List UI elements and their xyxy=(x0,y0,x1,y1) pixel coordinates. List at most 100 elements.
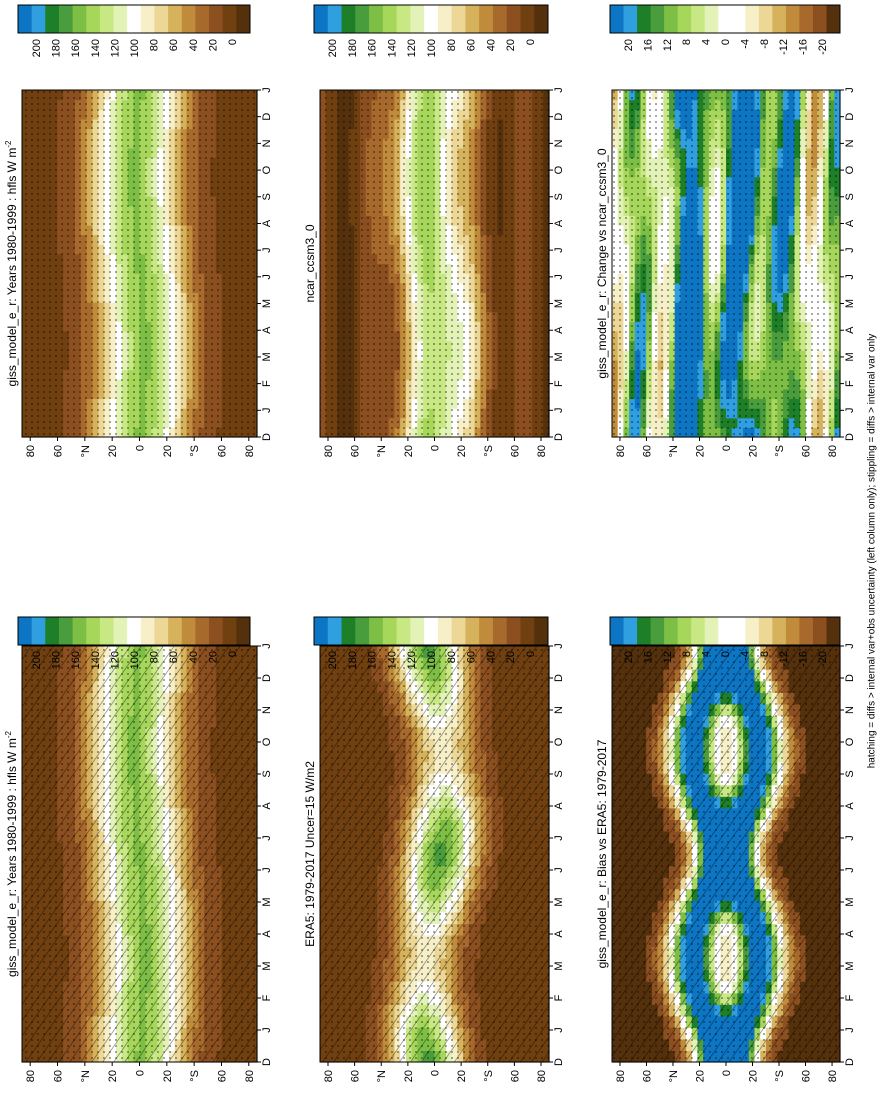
colorbar-swatch xyxy=(113,617,128,645)
colorbar-swatch xyxy=(623,617,638,645)
colorbar-swatch xyxy=(758,617,773,645)
month-tick-label: A xyxy=(844,930,856,938)
colorbar-swatch xyxy=(127,617,142,645)
colorbar-label: 40 xyxy=(188,651,200,663)
panel-title: giss_model_e_r: Years 1980-1999 : hfls W… xyxy=(4,730,19,976)
colorbar-swatch xyxy=(479,617,494,645)
lat-tick-label: 20 xyxy=(748,1070,760,1082)
colorbar-swatch xyxy=(534,617,549,645)
colorbar-swatch xyxy=(772,617,787,645)
month-tick-label: J xyxy=(553,643,565,649)
colorbar-swatch xyxy=(72,617,87,645)
month-tick-label: M xyxy=(553,961,565,970)
month-tick-label: A xyxy=(844,802,856,810)
month-tick-label: D xyxy=(844,1058,856,1066)
month-tick-label: S xyxy=(844,770,856,777)
colorbar-swatch xyxy=(222,617,237,645)
month-tick-label: J xyxy=(261,643,273,649)
colorbar-swatch xyxy=(424,617,439,645)
colorbar-swatch xyxy=(140,617,155,645)
colorbar-swatch xyxy=(520,617,535,645)
month-tick-label: A xyxy=(261,802,273,810)
stippling-overlay xyxy=(320,646,549,1062)
colorbar-label: 200 xyxy=(327,651,339,669)
lat-tick-label: 80 xyxy=(827,1070,839,1082)
colorbar-swatch xyxy=(341,617,356,645)
colorbar-swatch xyxy=(18,617,33,645)
colorbar-swatch xyxy=(58,617,74,645)
colorbar-swatch xyxy=(677,617,692,645)
colorbar-label: 160 xyxy=(70,651,82,669)
month-tick-label: F xyxy=(553,994,565,1001)
month-tick-label: J xyxy=(844,1027,856,1033)
colorbar-label: -4 xyxy=(739,651,751,661)
colorbar-swatch xyxy=(209,617,224,645)
month-tick-label: O xyxy=(261,737,273,746)
month-tick-label: M xyxy=(844,961,856,970)
colorbar-swatch xyxy=(154,617,169,645)
lat-tick-label: 20 xyxy=(107,1070,119,1082)
stippling-overlay xyxy=(612,646,840,1062)
colorbar-swatch xyxy=(731,617,746,645)
month-tick-label: J xyxy=(261,835,273,841)
colorbar-swatch xyxy=(396,617,411,645)
lat-tick-label: 20 xyxy=(694,1070,706,1082)
lat-tick-label: 60 xyxy=(216,1070,228,1082)
month-tick-label: J xyxy=(553,1027,565,1033)
stippling-overlay xyxy=(22,646,257,1062)
lat-tick-label: 60 xyxy=(350,1070,362,1082)
colorbar-swatch xyxy=(410,617,425,645)
lat-tick-label: 0 xyxy=(721,1070,733,1076)
colorbar-swatch xyxy=(168,617,183,645)
month-tick-label: M xyxy=(844,897,856,906)
month-tick-label: J xyxy=(844,835,856,841)
colorbar-label: 16 xyxy=(642,651,654,663)
month-tick-label: S xyxy=(553,770,565,777)
lat-tick-label: °S xyxy=(483,1070,495,1082)
month-tick-label: S xyxy=(261,770,273,777)
lat-tick-label: °S xyxy=(189,1070,201,1082)
colorbar-label: 140 xyxy=(386,651,398,669)
lat-tick-label: °N xyxy=(376,1070,388,1082)
colorbar-label: 20 xyxy=(505,651,517,663)
month-tick-label: J xyxy=(261,867,273,873)
lat-tick-label: 20 xyxy=(403,1070,415,1082)
colorbar-swatch xyxy=(99,617,115,645)
month-tick-label: M xyxy=(261,961,273,970)
lat-tick-label: 80 xyxy=(244,1070,256,1082)
lat-tick-label: 80 xyxy=(323,1070,335,1082)
colorbar-swatch xyxy=(86,617,101,645)
month-tick-label: A xyxy=(553,930,565,938)
colorbar-label: 60 xyxy=(168,651,180,663)
colorbar-label: 0 xyxy=(525,651,537,657)
month-tick-label: A xyxy=(553,802,565,810)
colorbar-label: 160 xyxy=(367,651,379,669)
colorbar-label: 140 xyxy=(90,651,102,669)
month-tick-label: M xyxy=(261,897,273,906)
lat-tick-label: 80 xyxy=(615,1070,627,1082)
colorbar-swatch xyxy=(314,617,329,645)
colorbar-label: -20 xyxy=(817,651,829,667)
panel-title: giss_model_e_r: Bias vs ERA5: 1979-2017 xyxy=(595,739,609,968)
colorbar-frame xyxy=(313,616,549,646)
colorbar-label: 12 xyxy=(662,651,674,663)
lat-tick-label: 0 xyxy=(430,1070,442,1076)
colorbar-swatch xyxy=(785,617,800,645)
lat-tick-label: 60 xyxy=(801,1070,813,1082)
colorbar-label: 4 xyxy=(701,651,713,657)
month-tick-label: D xyxy=(553,1058,565,1066)
colorbar-swatch xyxy=(610,617,625,645)
colorbar-label: 80 xyxy=(149,651,161,663)
colorbar-swatch xyxy=(451,617,466,645)
colorbar-label: 120 xyxy=(109,651,121,669)
colorbar-swatch xyxy=(465,617,480,645)
lat-tick-label: °N xyxy=(668,1070,680,1082)
colorbar-swatch xyxy=(812,617,827,645)
month-tick-label: O xyxy=(844,737,856,746)
colorbar-label: 200 xyxy=(31,651,43,669)
colorbar-swatch xyxy=(704,617,719,645)
month-tick-label: J xyxy=(261,1027,273,1033)
lat-tick-label: 60 xyxy=(509,1070,521,1082)
month-tick-label: D xyxy=(261,1058,273,1066)
